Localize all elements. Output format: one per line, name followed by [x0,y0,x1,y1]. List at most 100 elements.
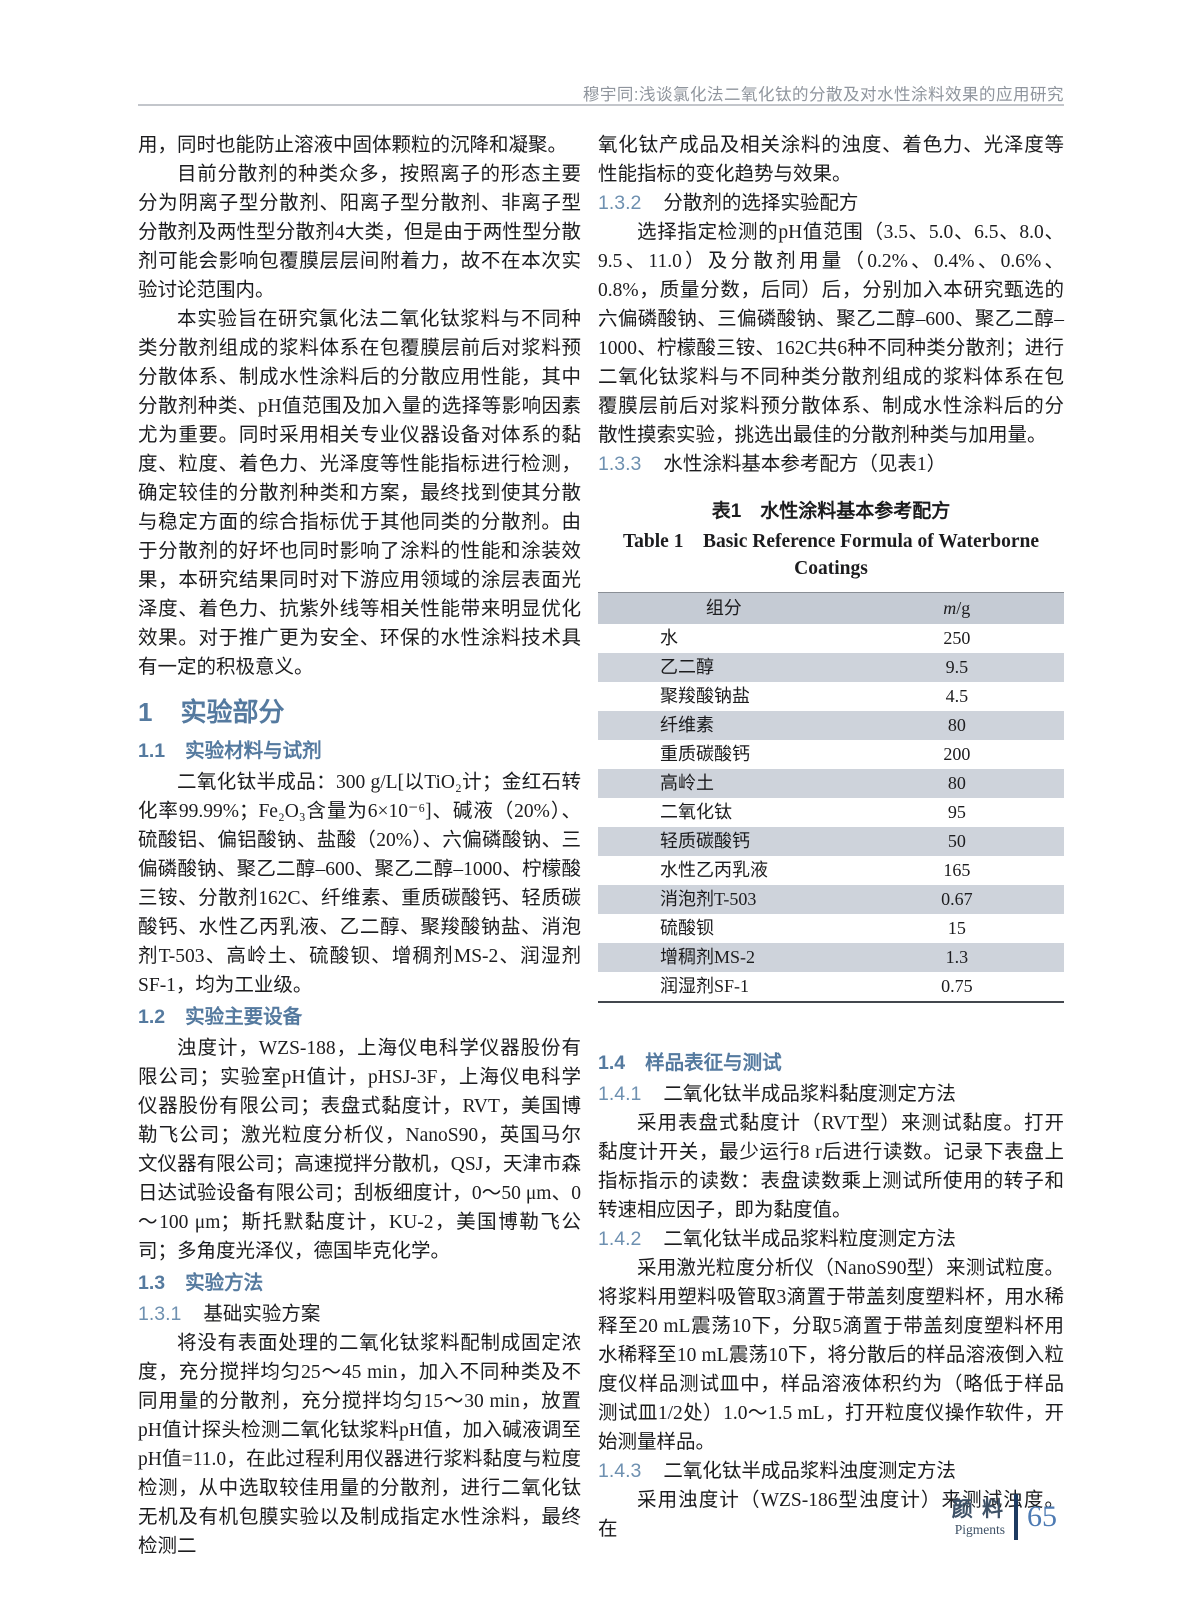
component-cell: 消泡剂T-503 [660,889,757,909]
table1-col-component: 组分 [598,592,850,624]
section-title: 实验方法 [185,1272,264,1294]
section-1-3-3-heading: 1.3.3 水性涂料基本参考配方（见表1） [598,450,1064,479]
table1-caption-zh: 表1 水性涂料基本参考配方 [711,501,951,522]
paragraph-dispersant-selection: 选择指定检测的pH值范围（3.5、5.0、6.5、8.0、9.5、11.0）及分… [598,222,1064,446]
table-row: 消泡剂T-503 0.67 [598,885,1064,914]
component-cell: 聚羧酸钠盐 [660,686,750,706]
section-1-3-2-heading: 1.3.2 分散剂的选择实验配方 [598,189,1064,218]
component-cell: 纤维素 [660,715,714,735]
amount-symbol: m [943,598,957,618]
section-1-4-1-heading: 1.4.1 二氧化钛半成品浆料黏度测定方法 [598,1080,1064,1109]
component-cell: 硫酸钡 [660,918,714,938]
paragraph-basic-plan: 将没有表面处理的二氧化钛浆料配制成固定浓度，充分搅拌均匀25～45 min，加入… [138,1333,581,1557]
section-number: 1.4.3 [598,1460,642,1482]
section-title: 实验部分 [180,697,285,727]
component-cell: 润湿剂SF-1 [660,976,750,996]
left-column: 用，同时也能防止溶液中固体颗粒的沉降和凝聚。 目前分散剂的种类众多，按照离子的形… [138,131,581,1561]
amount-cell: 95 [947,802,966,822]
section-title: 基础实验方案 [203,1304,321,1325]
section-number: 1.4.1 [598,1083,642,1105]
amount-cell: 0.67 [941,889,973,909]
component-cell: 乙二醇 [660,657,714,677]
section-title: 二氧化钛半成品浆料黏度测定方法 [663,1084,956,1105]
footer-page-number: 65 [1027,1500,1057,1533]
table-row: 重质碳酸钙 200 [598,740,1064,769]
paragraph-equipment: 浊度计，WZS-188，上海仪电科学仪器股份有限公司；实验室pH值计，pHSJ-… [138,1038,581,1262]
paragraph-viscosity-method: 采用表盘式黏度计（RVT型）来测试黏度。打开黏度计开关，最少运行8 r后进行读数… [598,1113,1064,1221]
section-title: 实验材料与试剂 [185,740,322,762]
amount-cell: 0.75 [941,976,973,996]
paragraph-experiment-aim: 本实验旨在研究氯化法二氧化钛浆料与不同种类分散剂组成的浆料体系在包覆膜层前后对浆… [138,309,581,678]
amount-cell: 15 [947,918,966,938]
footer-journal: 颜 料 Pigments [952,1497,1014,1538]
footer-divider-bar [1014,1494,1018,1540]
component-cell: 水性乙丙乳液 [660,860,768,880]
section-number: 1.3 [138,1272,166,1294]
table-row: 聚羧酸钠盐 4.5 [598,682,1064,711]
amount-cell: 50 [947,831,966,851]
section-number: 1.4.2 [598,1228,642,1250]
page-footer: 颜 料 Pigments 65 [952,1494,1057,1540]
section-1-4-heading: 1.4 样品表征与测试 [598,1049,1064,1078]
running-head: 穆宇同:浅谈氯化法二氧化钛的分散及对水性涂料效果的应用研究 [582,86,1064,104]
amount-cell: 165 [943,860,971,880]
right-column: 氧化钛产成品及相关涂料的浊度、着色力、光泽度等性能指标的变化趋势与效果。 1.3… [598,131,1064,1544]
header-divider [138,104,1064,106]
table-row: 增稠剂MS-2 1.3 [598,943,1064,972]
table-row: 硫酸钡 15 [598,914,1064,943]
component-cell: 轻质碳酸钙 [660,831,750,851]
paragraph-carryover: 用，同时也能防止溶液中固体颗粒的沉降和凝聚。 [138,135,568,156]
section-title: 样品表征与测试 [645,1052,782,1074]
table-row: 乙二醇 9.5 [598,653,1064,682]
amount-cell: 80 [947,715,966,735]
paragraph-materials: 二氧化钛半成品：300 g/L[以TiO₂计；金红石转化率99.99%；Fe₂O… [138,772,581,996]
section-title: 水性涂料基本参考配方（见表1） [663,454,947,475]
amount-cell: 250 [943,628,971,648]
amount-cell: 9.5 [945,657,969,677]
component-cell: 二氧化钛 [660,802,732,822]
table-header-row: 组分 m/g [598,592,1064,624]
section-number: 1.3.2 [598,192,642,214]
section-1-heading: 1 实验部分 [138,696,581,729]
table1-caption-en: Table 1 Basic Reference Formula of Water… [622,531,1040,579]
paragraph-dispersant-types: 目前分散剂的种类众多，按照离子的形态主要分为阴离子型分散剂、阳离子型分散剂、非离… [138,164,581,301]
section-title: 分散剂的选择实验配方 [663,193,859,214]
section-number: 1.3.3 [598,453,642,475]
section-1-4-3-heading: 1.4.3 二氧化钛半成品浆料浊度测定方法 [598,1457,1064,1486]
paragraph-carryover: 氧化钛产成品及相关涂料的浊度、着色力、光泽度等性能指标的变化趋势与效果。 [598,135,1064,185]
table-row: 润湿剂SF-1 0.75 [598,972,1064,1002]
table-row: 二氧化钛 95 [598,798,1064,827]
amount-cell: 200 [943,744,971,764]
table-row: 轻质碳酸钙 50 [598,827,1064,856]
footer-journal-zh: 颜 料 [951,1496,1005,1521]
section-1-3-1-heading: 1.3.1 基础实验方案 [138,1300,581,1329]
section-number: 1.3.1 [138,1303,182,1325]
amount-cell: 1.3 [945,947,969,967]
table-row: 高岭土 80 [598,769,1064,798]
footer-journal-en: Pigments [954,1521,1005,1537]
section-number: 1.1 [138,740,166,762]
section-1-3-heading: 1.3 实验方法 [138,1269,581,1298]
table-row: 水性乙丙乳液 165 [598,856,1064,885]
section-number: 1 [138,697,153,727]
section-1-2-heading: 1.2 实验主要设备 [138,1003,581,1032]
component-cell: 高岭土 [660,773,714,793]
table-row: 纤维素 80 [598,711,1064,740]
component-cell: 增稠剂MS-2 [660,947,756,967]
section-1-4-2-heading: 1.4.2 二氧化钛半成品浆料粒度测定方法 [598,1225,1064,1254]
section-title: 二氧化钛半成品浆料粒度测定方法 [663,1229,956,1250]
paragraph-turbidity-method: 采用浊度计（WZS-186型浊度计）来测试浊度。在 [598,1490,1064,1540]
section-title: 二氧化钛半成品浆料浊度测定方法 [663,1461,956,1482]
amount-unit: /g [956,598,971,618]
paragraph-particle-size-method: 采用激光粒度分析仪（NanoS90型）来测试粒度。将浆料用塑料吸管取3滴置于带盖… [598,1258,1064,1453]
section-number: 1.4 [598,1052,626,1074]
component-cell: 重质碳酸钙 [660,744,750,764]
section-1-1-heading: 1.1 实验材料与试剂 [138,737,581,766]
amount-cell: 4.5 [945,686,969,706]
section-title: 实验主要设备 [185,1006,303,1028]
table1-formula: 组分 m/g 水 250 乙二醇 9.5 聚羧酸钠盐 4.5 纤维素 80 重质碳酸钙 2… [598,592,1064,1003]
component-cell: 水 [660,628,678,648]
amount-cell: 80 [947,773,966,793]
section-number: 1.2 [138,1006,166,1028]
